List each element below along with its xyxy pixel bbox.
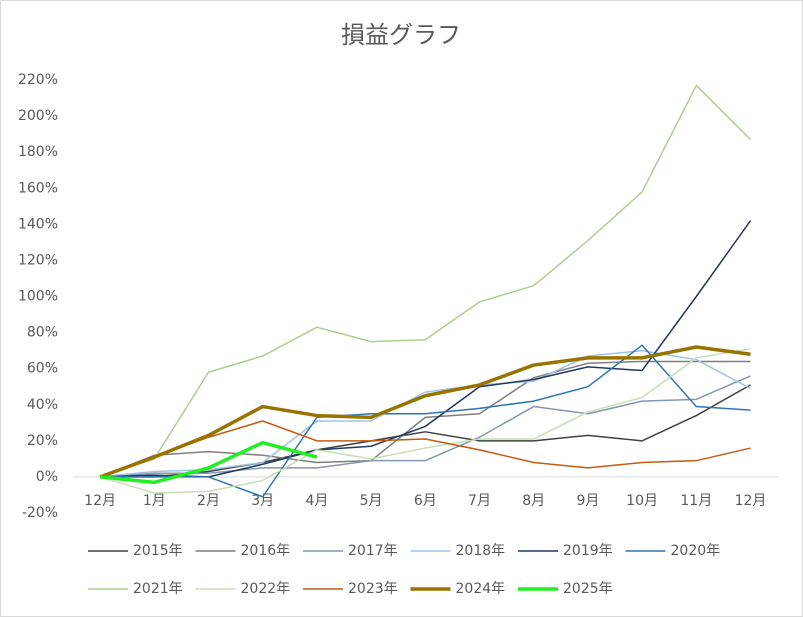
legend-label: 2025年 — [563, 581, 613, 597]
legend-label: 2017年 — [348, 543, 398, 559]
y-tick-label: 40% — [27, 397, 58, 413]
x-tick-label: 3月 — [251, 493, 274, 509]
series-line — [99, 440, 318, 485]
x-tick-label: 1月 — [143, 493, 166, 509]
y-tick-label: 220% — [18, 72, 58, 88]
y-tick-label: 20% — [27, 433, 58, 449]
legend-label: 2019年 — [563, 543, 613, 559]
series-line — [100, 375, 751, 478]
legend-label: 2016年 — [241, 543, 291, 559]
y-tick-label: 60% — [27, 361, 58, 377]
legend-label: 2018年 — [456, 543, 506, 559]
x-tick-label: 12月 — [84, 493, 116, 509]
x-tick-label: 11月 — [680, 493, 712, 509]
y-tick-label: 160% — [18, 180, 58, 196]
y-tick-label: 120% — [18, 252, 58, 268]
series-line — [99, 348, 751, 494]
legend-label: 2023年 — [348, 581, 398, 597]
y-tick-label: -20% — [22, 505, 58, 521]
y-tick-label: 80% — [27, 325, 58, 341]
x-tick-label: 9月 — [576, 493, 599, 509]
chart-title: 損益グラフ — [341, 21, 461, 49]
legend-label: 2020年 — [671, 543, 721, 559]
x-tick-label: 7月 — [468, 493, 491, 509]
y-tick-label: 200% — [18, 108, 58, 124]
x-tick-label: 10月 — [626, 493, 658, 509]
series-line — [99, 84, 752, 478]
series-line — [99, 360, 751, 478]
y-tick-label: 180% — [18, 144, 58, 160]
y-tick-label: 140% — [18, 216, 58, 232]
x-tick-label: 8月 — [522, 493, 545, 509]
x-tick-label: 4月 — [305, 493, 328, 509]
legend-label: 2015年 — [133, 543, 183, 559]
series-line — [100, 384, 751, 478]
x-tick-label: 2月 — [197, 493, 220, 509]
x-tick-label: 12月 — [735, 493, 767, 509]
x-tick-label: 6月 — [414, 493, 437, 509]
legend-label: 2021年 — [133, 581, 183, 597]
y-tick-label: 0% — [36, 469, 58, 485]
legend-label: 2022年 — [241, 581, 291, 597]
legend-label: 2024年 — [456, 581, 506, 597]
series-line — [100, 344, 751, 498]
series-line — [99, 345, 751, 479]
x-tick-label: 5月 — [360, 493, 383, 509]
y-tick-label: 100% — [18, 289, 58, 305]
